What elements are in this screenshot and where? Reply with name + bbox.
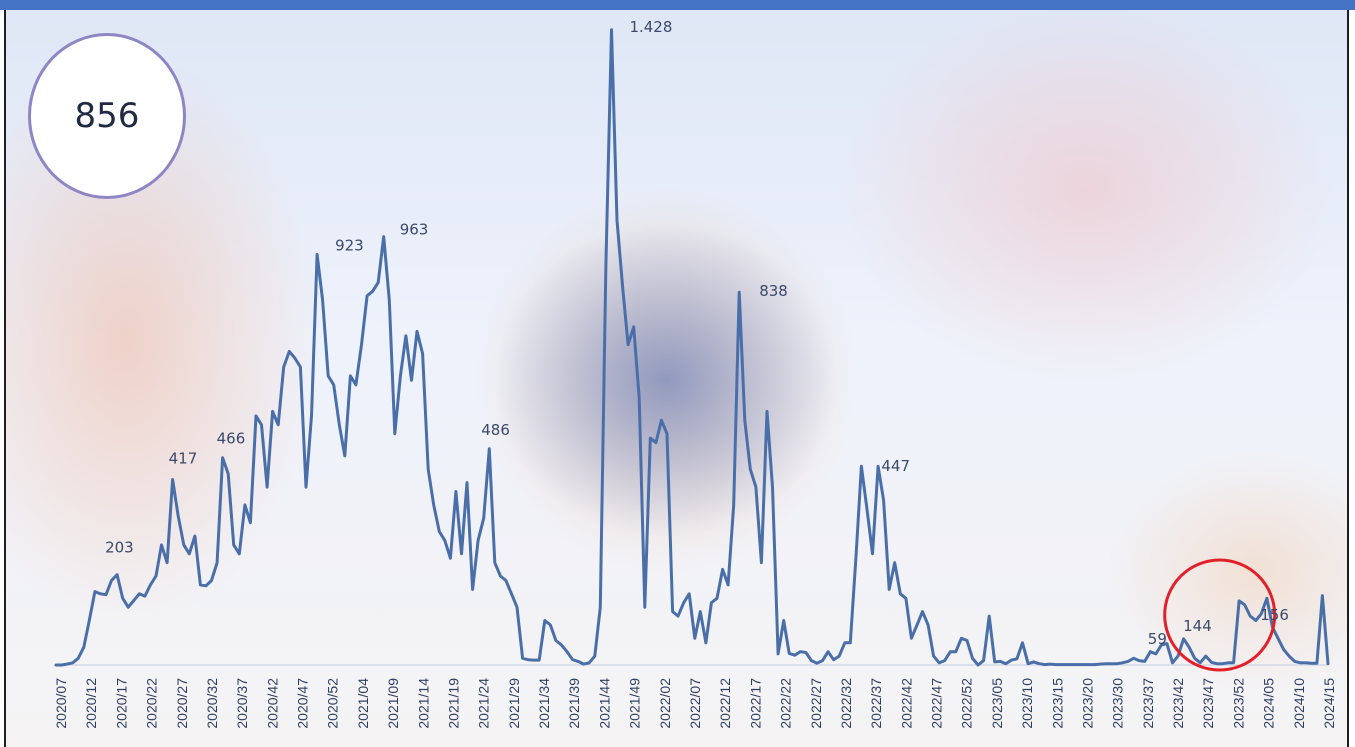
x-tick-label: 2020/27 — [174, 678, 190, 729]
x-tick-label: 2023/37 — [1140, 678, 1156, 729]
x-tick-label: 2023/52 — [1230, 678, 1246, 729]
data-label: 963 — [400, 221, 429, 239]
x-tick-label: 2023/20 — [1079, 678, 1095, 729]
data-label: 838 — [759, 282, 788, 300]
data-label: 203 — [105, 539, 134, 557]
x-tick-label: 2022/42 — [898, 678, 914, 729]
data-label: 486 — [481, 421, 510, 439]
data-label: 1.428 — [629, 18, 672, 36]
x-tick-label: 2021/44 — [596, 678, 612, 729]
x-tick-label: 2021/04 — [355, 678, 371, 729]
x-tick-label: 2022/52 — [959, 678, 975, 729]
x-tick-label: 2023/10 — [1019, 678, 1035, 729]
series-line — [54, 28, 1330, 667]
chart-frame: 203 417 466 923 963 486 1.428 838 447 59 144 156 202… — [4, 10, 1349, 747]
x-tick-label: 2021/19 — [445, 678, 461, 729]
x-tick-label: 2020/52 — [325, 678, 341, 729]
data-label: 59 — [1148, 630, 1167, 648]
x-tick-label: 2020/12 — [83, 678, 99, 729]
data-label: 466 — [217, 430, 246, 448]
x-tick-label: 2023/05 — [989, 678, 1005, 729]
data-label: 923 — [335, 236, 364, 254]
x-tick-label: 2024/05 — [1261, 678, 1277, 729]
x-tick-label: 2021/14 — [415, 678, 431, 729]
x-tick-label: 2021/09 — [385, 678, 401, 729]
weekly-line-chart: 203 417 466 923 963 486 1.428 838 447 59 144 156 202… — [53, 18, 1337, 729]
x-tick-label: 2020/22 — [144, 678, 160, 729]
x-tick-label: 2022/22 — [778, 678, 794, 729]
x-tick-label: 2022/47 — [929, 678, 945, 729]
x-tick-label: 2020/37 — [234, 678, 250, 729]
highlight-circle — [1163, 558, 1277, 672]
data-label: 447 — [881, 457, 910, 475]
x-tick-label: 2022/17 — [747, 678, 763, 729]
x-tick-label: 2021/34 — [536, 678, 552, 729]
x-tick-label: 2021/39 — [566, 678, 582, 729]
x-tick-label: 2022/07 — [687, 678, 703, 729]
data-label: 156 — [1260, 606, 1289, 624]
x-tick-label: 2020/17 — [113, 678, 129, 729]
x-tick-label: 2022/12 — [717, 678, 733, 729]
x-tick-label: 2021/49 — [627, 678, 643, 729]
x-tick-label: 2023/47 — [1200, 678, 1216, 729]
x-tick-label: 2020/42 — [264, 678, 280, 729]
header-bar — [0, 0, 1355, 10]
x-tick-label: 2024/10 — [1291, 678, 1307, 729]
data-label: 417 — [169, 450, 198, 468]
kpi-value: 856 — [74, 96, 140, 136]
x-tick-label: 2022/27 — [808, 678, 824, 729]
x-tick-label: 2020/07 — [53, 678, 69, 729]
x-tick-label: 2021/29 — [506, 678, 522, 729]
x-tick-label: 2023/15 — [1049, 678, 1065, 729]
x-tick-label: 2023/30 — [1110, 678, 1126, 729]
x-tick-label: 2022/37 — [868, 678, 884, 729]
data-label: 144 — [1183, 617, 1212, 635]
x-tick-label: 2022/32 — [838, 678, 854, 729]
x-tick-label: 2022/02 — [657, 678, 673, 729]
x-tick-label: 2021/24 — [476, 678, 492, 729]
kpi-circle: 856 — [28, 33, 186, 199]
x-tick-label: 2024/15 — [1321, 678, 1337, 729]
x-tick-label: 2020/32 — [204, 678, 220, 729]
x-tick-label: 2020/47 — [295, 678, 311, 729]
x-tick-label: 2023/42 — [1170, 678, 1186, 729]
